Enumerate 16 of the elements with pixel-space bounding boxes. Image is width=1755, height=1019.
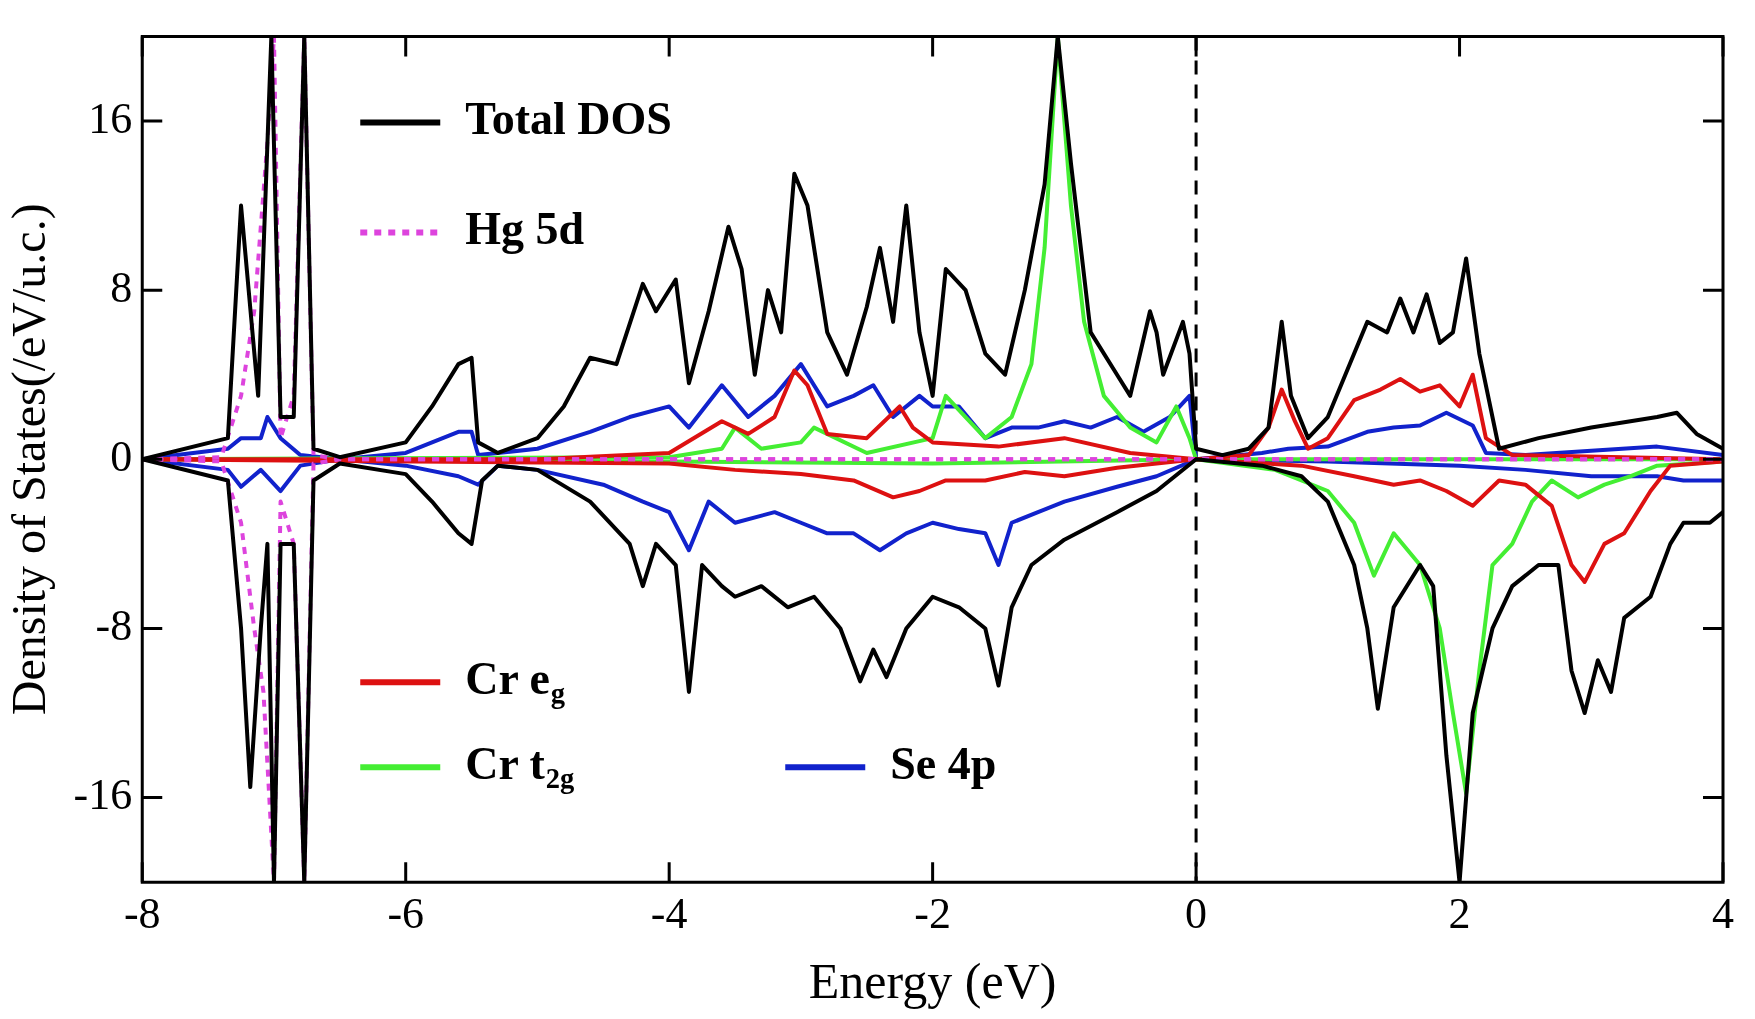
x-tick-label: 2 <box>1448 889 1471 939</box>
legend-label: Se 4p <box>890 738 997 790</box>
y-tick-label: -16 <box>73 770 133 820</box>
x-tick-label: -2 <box>914 889 951 939</box>
y-tick-label: -8 <box>95 601 133 651</box>
y-tick-label: 16 <box>88 93 133 143</box>
legend-label: Hg 5d <box>465 203 585 255</box>
x-tick-label: -6 <box>387 889 425 939</box>
y-tick-label: 8 <box>110 262 133 312</box>
x-tick-label: -4 <box>650 889 688 939</box>
x-tick-label: 0 <box>1185 889 1208 939</box>
y-tick-label: 0 <box>110 431 133 481</box>
x-tick-label: 4 <box>1712 889 1734 939</box>
x-axis-title: Energy (eV) <box>808 953 1057 1010</box>
legend-label: Total DOS <box>465 93 672 145</box>
y-axis-title: Density of States(/eV/u.c.) <box>2 203 57 716</box>
